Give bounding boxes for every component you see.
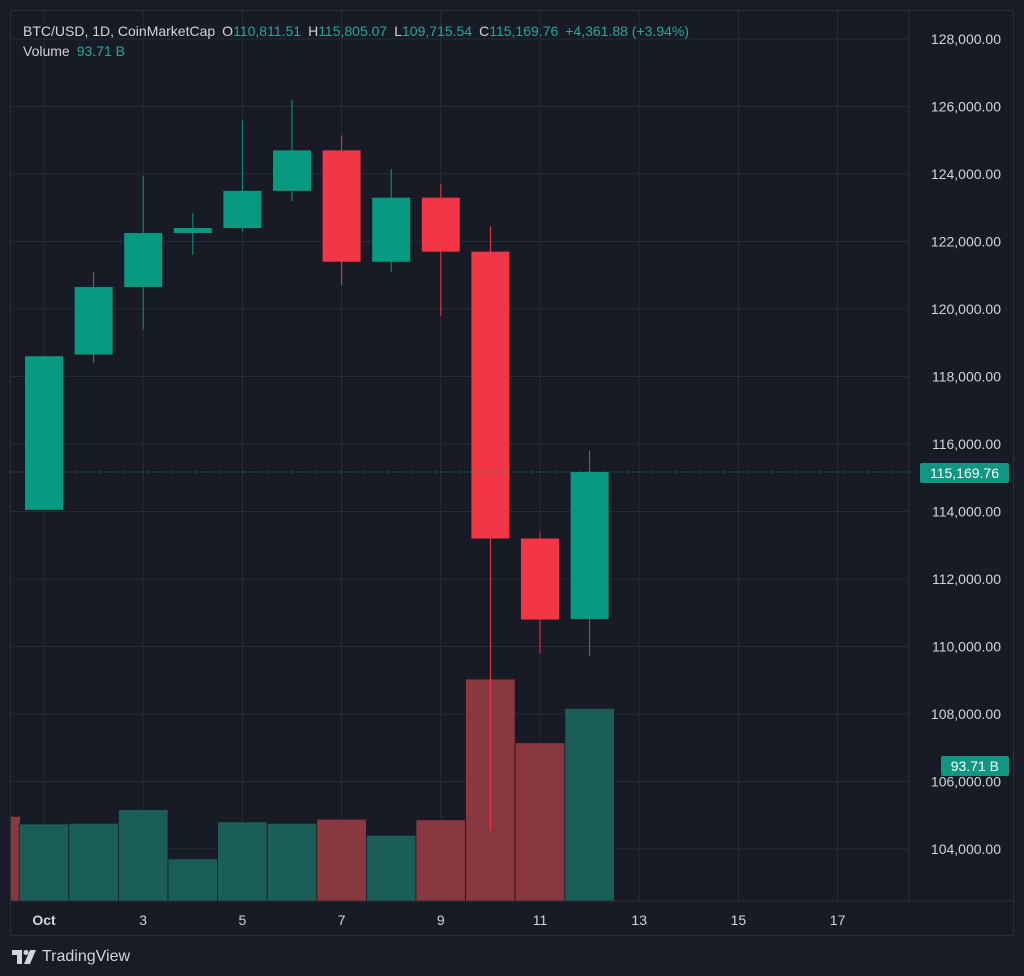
x-tick-label: 9	[437, 912, 445, 928]
candlestick-chart[interactable]: 104,000.00 106,000.00 108,000.00 110,000.00…	[11, 11, 1013, 935]
candle-body[interactable]	[124, 233, 163, 288]
candle-body[interactable]	[25, 356, 63, 510]
last-price-badge: 115,169.76	[919, 463, 1009, 483]
open-value: 110,811.51	[233, 23, 302, 39]
candle-body[interactable]	[74, 287, 113, 355]
y-tick-label: 124,000.00	[931, 166, 1001, 182]
low-value: 109,715.54	[402, 23, 473, 39]
x-tick-label: Oct	[32, 912, 56, 928]
candle-body[interactable]	[570, 472, 609, 620]
volume-legend: Volume 93.71 B	[23, 43, 125, 59]
y-tick-label: 128,000.00	[931, 31, 1001, 47]
volume-bar	[514, 742, 566, 902]
candle-body[interactable]	[173, 228, 212, 234]
volume-bar	[564, 707, 615, 902]
candle-body[interactable]	[521, 538, 559, 620]
x-tick-label: 11	[533, 912, 548, 928]
axes: 104,000.00 106,000.00 108,000.00 110,000.00…	[11, 11, 1013, 928]
volume-bar	[217, 821, 268, 902]
volume-badge: 93.71 B	[940, 756, 1009, 776]
change-value: +4,361.88 (+3.94%)	[565, 23, 690, 39]
y-tick-label: 126,000.00	[931, 99, 1001, 115]
high-value: 115,805.07	[318, 23, 388, 39]
x-tick-label: 7	[338, 912, 346, 928]
x-tick-label: 5	[239, 912, 247, 928]
candle-body[interactable]	[471, 251, 510, 539]
tradingview-branding[interactable]: TradingView	[12, 944, 130, 970]
y-tick-label: 114,000.00	[932, 504, 1001, 520]
close-label: C	[479, 23, 490, 39]
candle-body[interactable]	[421, 197, 460, 252]
volume-bar	[415, 819, 466, 902]
volume-bar	[68, 822, 119, 902]
x-tick-label: 13	[631, 912, 647, 928]
volume-label[interactable]: Volume	[23, 43, 70, 59]
volume-bar	[18, 823, 70, 902]
y-tick-label: 104,000.00	[931, 841, 1001, 857]
low-label: L	[394, 23, 403, 39]
candle-body[interactable]	[372, 197, 411, 262]
candle-body[interactable]	[273, 150, 311, 191]
close-value: 115,169.76	[489, 23, 559, 39]
volume-bar	[266, 822, 318, 902]
volume-bar	[365, 834, 417, 902]
volume-bars	[11, 678, 615, 902]
symbol-label[interactable]: BTC/USD, 1D, CoinMarketCap	[23, 23, 216, 39]
y-tick-label: 120,000.00	[931, 301, 1001, 317]
x-tick-label: 15	[731, 912, 747, 928]
volume-value: 93.71 B	[76, 43, 125, 59]
volume-bar	[118, 809, 169, 902]
volume-bar	[316, 818, 367, 902]
y-tick-label: 110,000.00	[932, 639, 1001, 655]
brand-name: TradingView	[42, 948, 131, 965]
candles	[25, 99, 609, 831]
volume-bar	[167, 858, 218, 902]
y-tick-label: 106,000.00	[931, 774, 1001, 790]
y-tick-label: 122,000.00	[931, 234, 1001, 250]
open-label: O	[222, 23, 234, 39]
y-tick-label: 112,000.00	[932, 571, 1001, 587]
x-tick-label: 3	[139, 912, 147, 928]
y-tick-label: 118,000.00	[932, 369, 1001, 385]
candle-body[interactable]	[322, 150, 361, 262]
grid	[11, 11, 909, 901]
ohlc-legend: BTC/USD, 1D, CoinMarketCap O 110,811.51 …	[23, 23, 689, 39]
volume-bar	[11, 816, 20, 901]
y-tick-label: 108,000.00	[931, 706, 1001, 722]
high-label: H	[308, 23, 319, 39]
tradingview-logo-icon	[12, 950, 36, 964]
candle-body[interactable]	[223, 190, 262, 228]
x-tick-label: 17	[830, 912, 846, 928]
y-tick-label: 116,000.00	[932, 436, 1001, 452]
chart-panel[interactable]: 104,000.00 106,000.00 108,000.00 110,000.00…	[10, 10, 1014, 936]
